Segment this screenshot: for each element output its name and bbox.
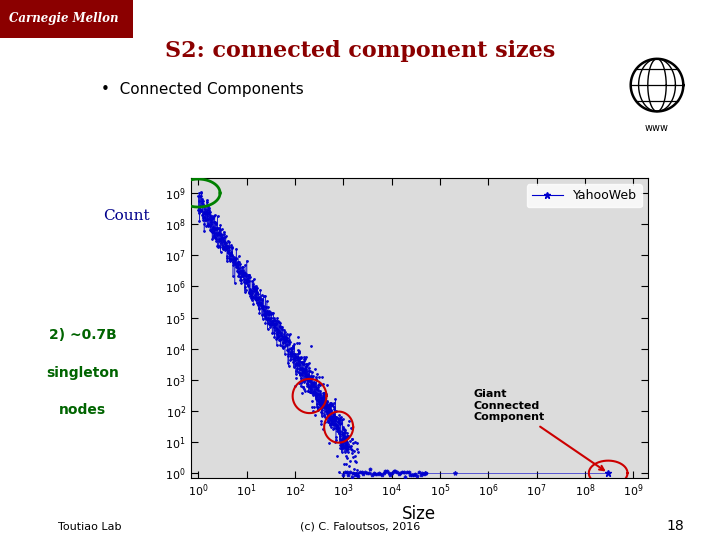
Legend: YahooWeb: YahooWeb bbox=[526, 185, 642, 207]
Text: Carnegie Mellon: Carnegie Mellon bbox=[9, 12, 119, 25]
Text: S2: connected component sizes: S2: connected component sizes bbox=[165, 40, 555, 62]
Text: Count: Count bbox=[103, 209, 149, 223]
Text: Giant
Connected
Component: Giant Connected Component bbox=[474, 389, 604, 470]
Text: (c) C. Faloutsos, 2016: (c) C. Faloutsos, 2016 bbox=[300, 522, 420, 531]
X-axis label: Size: Size bbox=[402, 505, 436, 523]
Text: 18: 18 bbox=[666, 519, 684, 534]
Text: www: www bbox=[645, 123, 669, 133]
Text: nodes: nodes bbox=[59, 403, 107, 417]
Text: •  Connected Components: • Connected Components bbox=[101, 82, 304, 97]
Text: singleton: singleton bbox=[46, 366, 120, 380]
Text: 2) ~0.7B: 2) ~0.7B bbox=[49, 328, 117, 342]
Text: Toutiao Lab: Toutiao Lab bbox=[58, 522, 121, 531]
